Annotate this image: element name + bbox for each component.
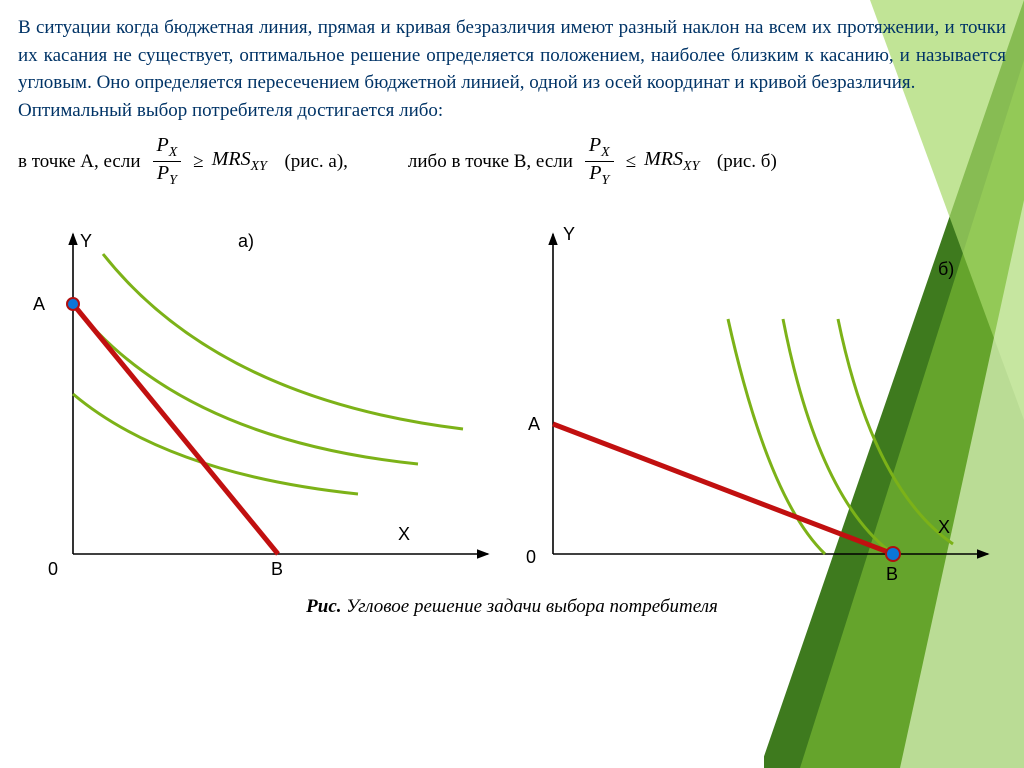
chart-b: Y б) A X 0 B — [518, 219, 998, 594]
budget-line-a — [73, 304, 278, 554]
charts-row: Y а) A X 0 B Y — [18, 219, 1006, 594]
formula-a-prefix: в точке А, если — [18, 151, 141, 173]
fraction-px-py-b: PX PY — [585, 134, 614, 189]
label-b-title: б) — [938, 259, 954, 280]
mrs-b: MRSXY — [644, 148, 699, 175]
label-y-b: Y — [563, 224, 575, 245]
chart-b-svg — [518, 219, 998, 589]
fraction-px-py: PX PY — [153, 134, 182, 189]
formula-row: в точке А, если PX PY ≥ MRSXY (рис. а), … — [18, 134, 1006, 189]
point-b — [886, 547, 900, 561]
label-o-a: 0 — [48, 559, 58, 580]
formula-a: в точке А, если PX PY ≥ MRSXY (рис. а), — [18, 134, 348, 189]
ref-b: (рис. б) — [707, 151, 776, 173]
curve-a-2 — [73, 304, 418, 464]
point-a — [67, 298, 79, 310]
figure-caption: Рис. Угловое решение задачи выбора потре… — [18, 596, 1006, 618]
paragraph-1: В ситуации когда бюджетная линия, прямая… — [18, 14, 1006, 97]
label-x-b: X — [938, 517, 950, 538]
ref-a: (рис. а), — [275, 151, 348, 173]
formula-b-prefix: либо в точке В, если — [408, 151, 573, 173]
label-a-title: а) — [238, 231, 254, 252]
label-y-a: Y — [80, 231, 92, 252]
budget-line-b — [553, 424, 893, 554]
label-a-point: A — [33, 294, 45, 315]
formula-b: либо в точке В, если PX PY ≤ MRSXY (рис.… — [408, 134, 777, 189]
geq-sign: ≥ — [193, 151, 203, 173]
label-b-b: B — [886, 564, 898, 585]
chart-a-svg — [18, 219, 498, 589]
curve-b-3 — [838, 319, 953, 544]
label-o-b: 0 — [526, 547, 536, 568]
paragraph-2: Оптимальный выбор потребителя достигаетс… — [18, 97, 1006, 125]
label-a-b: A — [528, 414, 540, 435]
leq-sign: ≤ — [626, 151, 636, 173]
label-b-a: B — [271, 559, 283, 580]
mrs-a: MRSXY — [212, 148, 267, 175]
slide-content: В ситуации когда бюджетная линия, прямая… — [0, 0, 1024, 622]
label-x-a: X — [398, 524, 410, 545]
chart-a: Y а) A X 0 B — [18, 219, 498, 594]
curve-b-1 — [728, 319, 825, 554]
